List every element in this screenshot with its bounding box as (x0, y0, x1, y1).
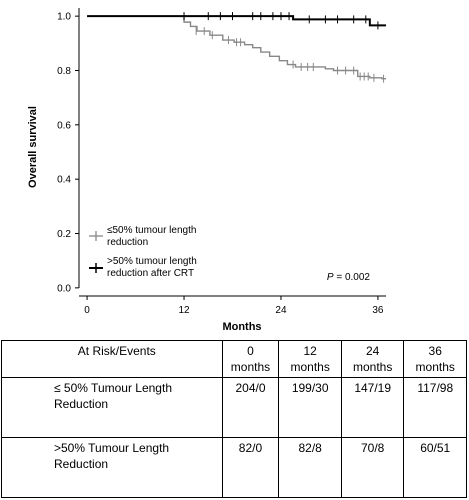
risk-table-header-12: 12 months (278, 340, 342, 378)
y-tick-label: 0.4 (57, 175, 71, 186)
p-value-annotation: P = 0.002 (327, 272, 371, 283)
risk-table-cell: 147/19 (340, 377, 405, 438)
y-tick-label: 0.6 (57, 120, 71, 131)
risk-table-row-le50: ≤ 50% Tumour Length Reduction 204/0 199/… (1, 377, 467, 438)
risk-table-cell: 70/8 (340, 437, 405, 498)
legend-label-le50-line2: reduction (107, 237, 148, 248)
risk-table-header-row: At Risk/Events 0 months 12 months 24 mon… (1, 340, 467, 378)
p-value-label: P (327, 272, 334, 283)
y-tick-label: 0.8 (57, 66, 71, 77)
y-axis-title: Overall survival (27, 106, 39, 188)
survival-chart: 0.0 0.2 0.4 0.6 0.8 1.0 Overall survival 0 12 2… (27, 8, 386, 333)
y-tick-label: 0.2 (57, 229, 71, 240)
y-tick-label: 0.0 (57, 283, 71, 294)
x-tick-label: 24 (275, 305, 287, 316)
x-tick-label: 0 (84, 305, 90, 316)
series-line-le50 (87, 15, 386, 80)
legend-label-gt50-line2: reduction after CRT (107, 268, 194, 279)
risk-table-cell: 82/0 (221, 437, 280, 498)
risk-table-cell: 117/98 (403, 377, 467, 438)
y-axis: 0.0 0.2 0.4 0.6 0.8 1.0 Overall survival (27, 8, 80, 294)
x-tick-label: 12 (178, 305, 190, 316)
risk-table-header-36: 36 months (403, 340, 467, 378)
risk-table-cell: 199/30 (278, 377, 342, 438)
legend-label-le50-line1: ≤50% tumour length (107, 225, 196, 236)
risk-table-cell: 82/8 (278, 437, 342, 498)
p-value-value: = 0.002 (336, 272, 370, 283)
risk-table-cell: 204/0 (221, 377, 280, 438)
series-layer (87, 12, 386, 83)
legend-label-gt50-line1: >50% tumour length (107, 256, 197, 267)
series-line-gt50 (87, 15, 386, 27)
x-axis: 0 12 24 36 Months (79, 295, 386, 333)
risk-table-row-label-gt50: >50% Tumour Length Reduction (1, 437, 223, 498)
legend: ≤50% tumour length reduction >50% tumour… (89, 225, 197, 279)
x-tick-label: 36 (372, 305, 384, 316)
risk-table-row-label-le50: ≤ 50% Tumour Length Reduction (1, 377, 223, 438)
legend-marker-gt50 (89, 263, 103, 273)
risk-table-header-24: 24 months (340, 340, 405, 378)
risk-table-cell: 60/51 (403, 437, 467, 498)
legend-marker-le50 (89, 231, 103, 241)
risk-table-row-gt50: >50% Tumour Length Reduction 82/0 82/8 7… (1, 437, 467, 498)
y-tick-label: 1.0 (57, 12, 71, 23)
risk-table-corner: At Risk/Events (1, 340, 223, 378)
risk-table: At Risk/Events 0 months 12 months 24 mon… (1, 340, 467, 498)
x-axis-title: Months (222, 321, 261, 333)
risk-table-header-0: 0 months (221, 340, 280, 378)
